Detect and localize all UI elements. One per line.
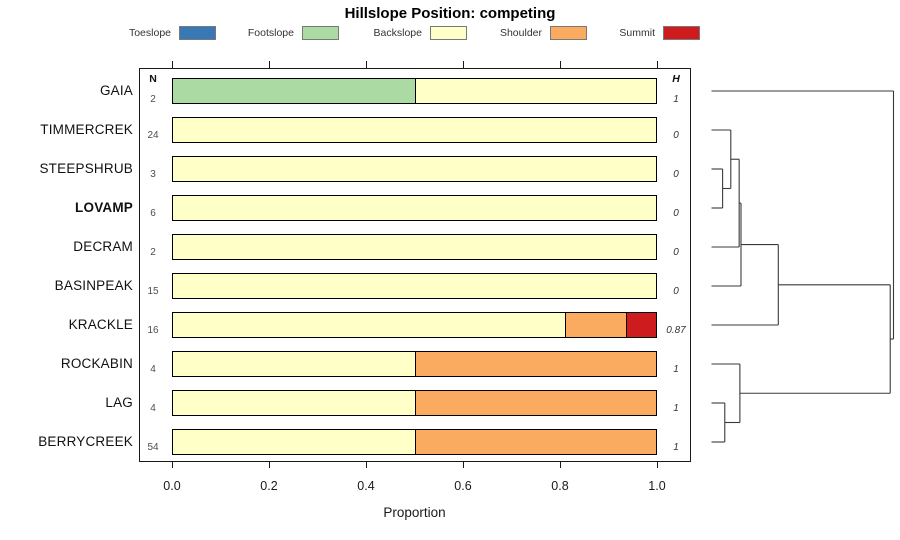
n-value-basinpeak: 15 — [147, 286, 159, 297]
x-axis-top-tick — [172, 61, 174, 68]
bar-segment-backslope — [173, 157, 656, 181]
h-value-berrycreek: 1 — [673, 442, 679, 453]
h-value-rockabin: 1 — [673, 364, 679, 375]
n-value-decram: 2 — [150, 247, 156, 258]
bar-rockabin — [172, 351, 657, 377]
bar-segment-backslope — [173, 313, 566, 337]
n-value-steepshrub: 3 — [150, 169, 156, 180]
bar-timmercrek — [172, 117, 657, 143]
row-label-steepshrub: STEEPSHRUB — [39, 161, 133, 176]
x-axis-tick-label: 0.2 — [260, 479, 278, 493]
legend-swatch-footslope-icon — [302, 26, 339, 40]
bar-segment-backslope — [173, 235, 656, 259]
x-axis-bottom-tick — [172, 461, 174, 468]
h-value-lovamp: 0 — [673, 208, 679, 219]
legend-label-summit: Summit — [619, 27, 655, 39]
legend-swatch-shoulder-icon — [550, 26, 587, 40]
n-value-gaia: 2 — [150, 94, 156, 105]
x-axis-top-tick — [269, 61, 271, 68]
legend-label-shoulder: Shoulder — [499, 27, 542, 39]
legend-label-toeslope: Toeslope — [128, 27, 171, 39]
row-label-rockabin: ROCKABIN — [60, 356, 133, 371]
bar-lovamp — [172, 195, 657, 221]
bar-segment-backslope — [173, 391, 415, 415]
h-value-decram: 0 — [673, 247, 679, 258]
row-label-timmercrek: TIMMERCREK — [40, 122, 133, 137]
bar-segment-shoulder — [565, 313, 626, 337]
n-value-timmercrek: 24 — [147, 130, 159, 141]
x-axis-top-tick — [657, 61, 659, 68]
x-axis-tick-label: 0.4 — [357, 479, 375, 493]
x-axis-bottom-tick — [463, 461, 465, 468]
bar-lag — [172, 390, 657, 416]
n-value-berrycreek: 54 — [147, 442, 159, 453]
bar-segment-backslope — [173, 430, 415, 454]
h-value-lag: 1 — [673, 403, 679, 414]
n-value-lovamp: 6 — [150, 208, 156, 219]
row-label-lag: LAG — [105, 395, 133, 410]
x-axis-bottom-tick — [560, 461, 562, 468]
bar-decram — [172, 234, 657, 260]
n-column-header: N — [149, 73, 157, 85]
row-label-gaia: GAIA — [99, 83, 133, 98]
x-axis-tick-label: 1.0 — [648, 479, 666, 493]
h-value-krackle: 0.87 — [666, 325, 686, 336]
bar-segment-shoulder — [414, 391, 656, 415]
n-value-lag: 4 — [150, 403, 156, 414]
legend-label-backslope: Backslope — [373, 27, 422, 39]
bar-segment-backslope — [414, 79, 656, 103]
x-axis-tick-label: 0.6 — [454, 479, 472, 493]
x-axis-tick-label: 0.8 — [551, 479, 569, 493]
h-value-gaia: 1 — [673, 94, 679, 105]
h-value-timmercrek: 0 — [673, 130, 679, 141]
x-axis-top-tick — [560, 61, 562, 68]
bar-segment-backslope — [173, 118, 656, 142]
row-label-basinpeak: BASINPEAK — [54, 278, 133, 293]
h-value-steepshrub: 0 — [673, 169, 679, 180]
x-axis-bottom-tick — [657, 461, 659, 468]
row-label-berrycreek: BERRYCREEK — [38, 434, 133, 449]
legend-swatch-toeslope-icon — [179, 26, 216, 40]
h-column-header: H — [672, 73, 680, 85]
bar-basinpeak — [172, 273, 657, 299]
bar-gaia — [172, 78, 657, 104]
legend-swatch-summit-icon — [663, 26, 700, 40]
bar-segment-backslope — [173, 352, 415, 376]
row-label-lovamp: LOVAMP — [75, 200, 133, 215]
x-axis-top-tick — [463, 61, 465, 68]
plot-panel — [139, 68, 691, 462]
bar-segment-shoulder — [414, 430, 656, 454]
legend-swatch-backslope-icon — [430, 26, 467, 40]
bar-krackle — [172, 312, 657, 338]
n-value-rockabin: 4 — [150, 364, 156, 375]
n-value-krackle: 16 — [147, 325, 159, 336]
bar-segment-summit — [625, 313, 656, 337]
bar-segment-backslope — [173, 274, 656, 298]
x-axis-top-tick — [366, 61, 368, 68]
legend-label-footslope: Footslope — [247, 27, 294, 39]
x-axis-tick-label: 0.0 — [163, 479, 181, 493]
bar-berrycreek — [172, 429, 657, 455]
h-value-basinpeak: 0 — [673, 286, 679, 297]
row-label-krackle: KRACKLE — [68, 317, 133, 332]
x-axis-bottom-tick — [269, 461, 271, 468]
chart-title: Hillslope Position: competing — [344, 5, 556, 22]
bar-segment-shoulder — [414, 352, 656, 376]
bar-segment-backslope — [173, 196, 656, 220]
x-axis-bottom-tick — [366, 461, 368, 468]
bar-steepshrub — [172, 156, 657, 182]
row-label-decram: DECRAM — [73, 239, 133, 254]
bar-segment-footslope — [173, 79, 415, 103]
x-axis-label: Proportion — [383, 505, 446, 520]
